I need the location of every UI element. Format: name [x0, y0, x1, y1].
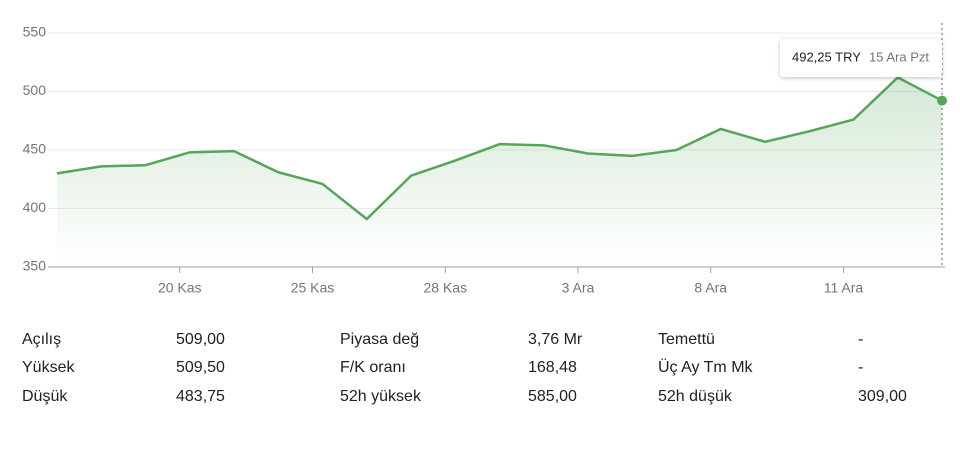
y-tick-label: 450 [23, 141, 47, 157]
tooltip-box [780, 39, 942, 77]
x-tick-label: 28 Kas [423, 280, 467, 296]
stat-label: Düşük [22, 388, 68, 405]
x-tick-label: 3 Ara [562, 280, 595, 296]
x-tick-label: 8 Ara [694, 280, 727, 296]
y-tick-label: 350 [23, 258, 47, 274]
stat-value: - [858, 359, 863, 376]
stat-label: Temettü [658, 331, 715, 348]
tooltip-date: 15 Ara Pzt [869, 49, 929, 64]
stat-value: 509,50 [176, 359, 225, 376]
stat-label: Üç Ay Tm Mk [658, 358, 754, 376]
stat-label: 52h düşük [658, 388, 733, 405]
x-tick-label: 11 Ara [824, 280, 864, 296]
y-tick-label: 400 [23, 199, 47, 215]
y-tick-label: 550 [23, 24, 47, 40]
x-tick-label: 20 Kas [158, 280, 202, 296]
stat-label: Açılış [22, 331, 61, 348]
stat-label: 52h yüksek [340, 388, 422, 405]
stat-value: 585,00 [528, 388, 577, 405]
stat-label: Piyasa değ [340, 331, 419, 348]
stat-label: F/K oranı [340, 359, 406, 376]
stat-value: 509,00 [176, 331, 225, 348]
tooltip-value: 492,25 TRY [792, 49, 861, 64]
area [57, 77, 942, 268]
stat-value: - [858, 331, 863, 348]
stat-value: 168,48 [528, 359, 577, 376]
x-tick-label: 25 Kas [291, 280, 335, 296]
tooltip: 492,25 TRY 15 Ara Pzt [780, 39, 942, 77]
stat-label: Yüksek [22, 359, 75, 376]
stat-value: 3,76 Mr [528, 331, 583, 348]
stat-value: 309,00 [858, 388, 907, 405]
y-tick-label: 500 [23, 82, 47, 98]
line [56, 76, 943, 221]
hover-dot [937, 95, 947, 106]
stat-value: 483,75 [176, 388, 225, 405]
